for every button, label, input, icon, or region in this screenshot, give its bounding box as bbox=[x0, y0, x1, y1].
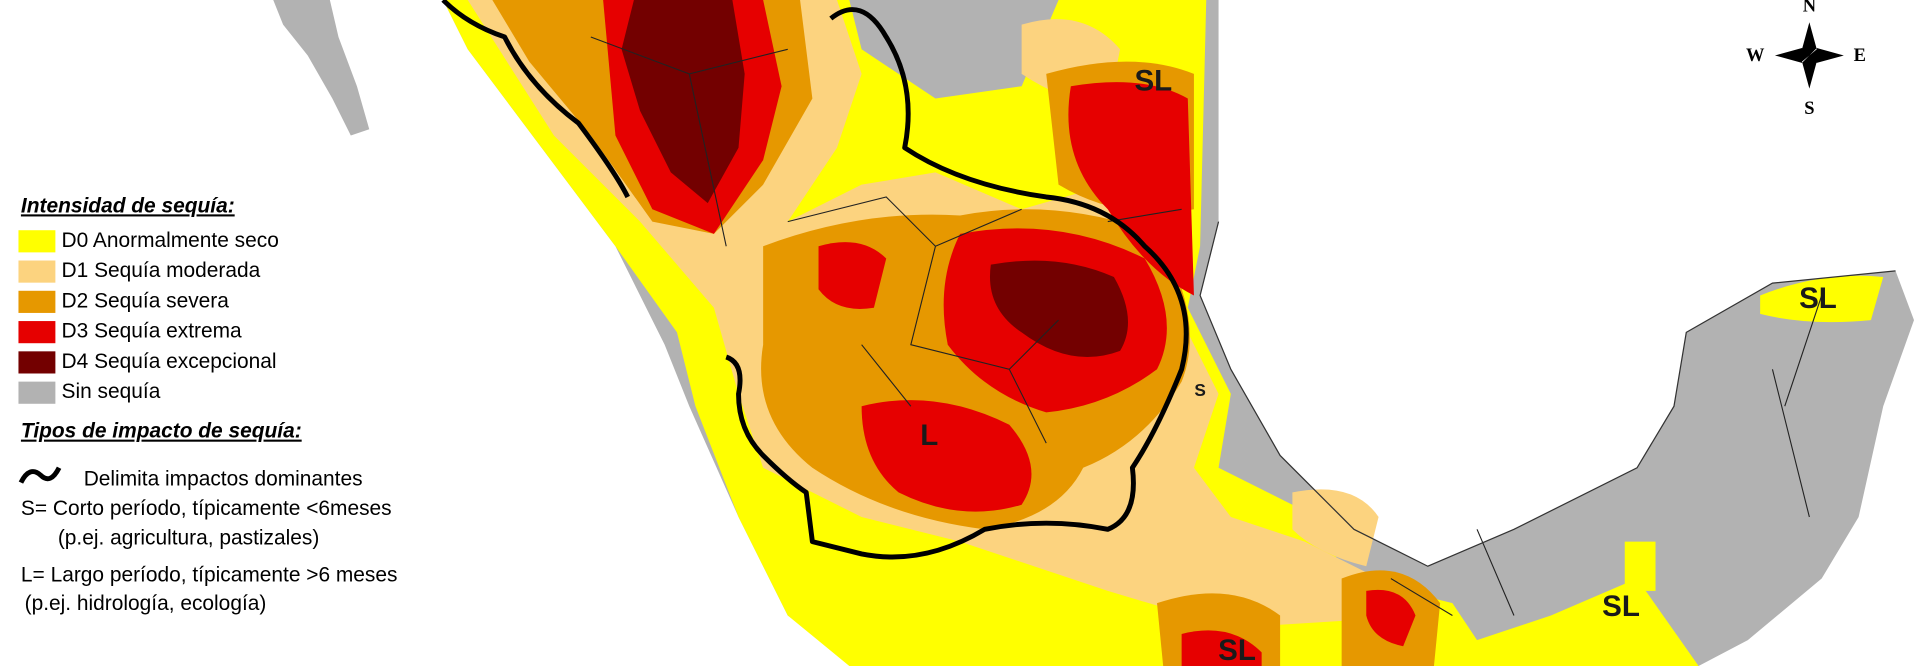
legend-label: D1 Sequía moderada bbox=[62, 259, 261, 282]
impact-label: S= Corto período, típicamente <6meses bbox=[21, 497, 392, 520]
compass-s: S bbox=[1804, 98, 1814, 118]
d3-area bbox=[1366, 589, 1416, 647]
baja-california bbox=[273, 0, 370, 136]
impact-label: L= Largo período, típicamente >6 meses bbox=[21, 564, 398, 587]
d3-area bbox=[818, 242, 887, 309]
d3-area bbox=[861, 400, 1032, 512]
impact-label: (p.ej. agricultura, pastizales) bbox=[58, 527, 319, 550]
legend-swatch bbox=[18, 260, 56, 283]
legend-swatch bbox=[18, 290, 56, 313]
d1-area bbox=[1292, 489, 1379, 567]
legend-swatch bbox=[18, 230, 56, 253]
legend-swatch bbox=[18, 351, 56, 374]
d4-area bbox=[621, 0, 745, 204]
legend: Intensidad de sequía: Tipos de impacto d… bbox=[18, 194, 397, 615]
contour-symbol bbox=[18, 466, 62, 484]
impact-type-label: SL bbox=[1218, 634, 1256, 666]
legend-label: Sin sequía bbox=[62, 380, 161, 403]
impact-type-label: SL bbox=[1602, 590, 1640, 623]
legend-label: D2 Sequía severa bbox=[62, 289, 230, 312]
compass-e: E bbox=[1854, 45, 1866, 65]
impact-type-label: L bbox=[920, 419, 938, 452]
impact-type-label: SL bbox=[1799, 282, 1837, 315]
legend-title: Intensidad de sequía: bbox=[21, 194, 235, 217]
compass: N S E W bbox=[1746, 0, 1866, 118]
legend-label: D0 Anormalmente seco bbox=[62, 229, 279, 252]
impact-boundary bbox=[441, 0, 630, 199]
impact-label: Delimita impactos dominantes bbox=[84, 468, 363, 491]
compass-rose bbox=[1774, 22, 1844, 89]
state-border bbox=[590, 36, 1823, 616]
compass-w: W bbox=[1746, 45, 1765, 65]
legend-label: D4 Sequía excepcional bbox=[62, 350, 277, 373]
impact-label: (p.ej. hidrología, ecología) bbox=[25, 592, 267, 615]
d3-area bbox=[1181, 630, 1262, 666]
impact-type-label: SL bbox=[1134, 64, 1172, 97]
impact-title: Tipos de impacto de sequía: bbox=[21, 420, 302, 443]
d0-area bbox=[1624, 541, 1656, 591]
legend-label: D3 Sequía extrema bbox=[62, 320, 242, 343]
d3-area bbox=[1068, 82, 1194, 296]
legend-swatch bbox=[18, 381, 56, 404]
compass-n: N bbox=[1803, 0, 1817, 16]
impact-boundary bbox=[725, 7, 1189, 560]
d0-area bbox=[1760, 275, 1884, 323]
coastline bbox=[1199, 221, 1896, 567]
impact-type-label: S bbox=[1194, 380, 1206, 400]
d4-area bbox=[989, 260, 1129, 358]
legend-swatch bbox=[18, 321, 56, 344]
